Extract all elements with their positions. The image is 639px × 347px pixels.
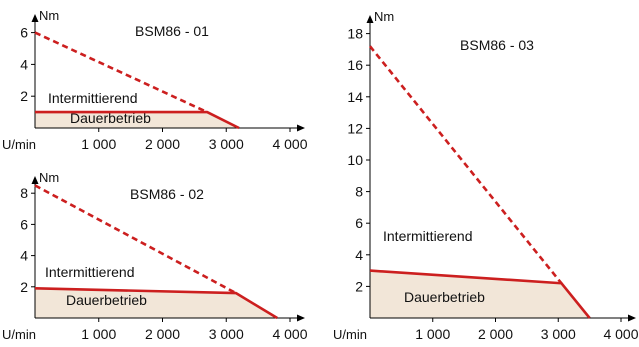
y-tick-label: 4: [20, 56, 28, 72]
y-tick-label: 4: [355, 247, 363, 263]
x-tick-label: 4 000: [272, 136, 307, 152]
intermittent-curve: [34, 31, 208, 114]
y-tick-label: 2: [355, 278, 363, 294]
x-tick-label: 3 000: [541, 326, 576, 342]
y-axis-arrow: [31, 14, 39, 22]
intermittent-curve: [368, 45, 563, 285]
y-axis-arrow: [366, 15, 374, 23]
y-tick-label: 4: [20, 248, 28, 264]
intermittent-label: Intermittierend: [48, 90, 137, 106]
x-axis-arrow: [297, 314, 305, 322]
x-axis-unit: U/min: [2, 137, 36, 152]
y-tick-label: 8: [355, 184, 363, 200]
continuous-label: Dauerbetrieb: [404, 289, 485, 305]
y-tick-label: 18: [347, 26, 363, 42]
intermittent-curve: [34, 184, 237, 295]
x-axis-arrow: [628, 314, 636, 322]
chart-title: BSM86 - 01: [135, 23, 209, 39]
y-tick-label: 8: [20, 185, 28, 201]
y-tick-label: 12: [347, 120, 363, 136]
x-tick-label: 1 000: [81, 136, 116, 152]
continuous-region-fill: [35, 112, 239, 128]
y-tick-label: 16: [347, 57, 363, 73]
x-axis-unit: U/min: [333, 327, 367, 342]
x-tick-label: 1 000: [81, 326, 116, 342]
x-tick-label: 4 000: [603, 326, 638, 342]
x-tick-label: 2 000: [145, 326, 180, 342]
y-tick-label: 14: [347, 89, 363, 105]
continuous-curve: [369, 269, 591, 319]
continuous-curve: [35, 110, 240, 130]
chart-title: BSM86 - 03: [460, 37, 534, 53]
chart-title: BSM86 - 02: [130, 186, 204, 202]
y-tick-label: 2: [20, 279, 28, 295]
continuous-label: Dauerbetrieb: [70, 110, 151, 126]
y-axis-unit: Nm: [39, 8, 59, 23]
y-axis-arrow: [31, 176, 39, 184]
x-axis-unit: U/min: [2, 327, 36, 342]
y-tick-label: 6: [20, 25, 28, 41]
intermittent-label: Intermittierend: [383, 228, 472, 244]
y-axis-unit: Nm: [374, 9, 394, 24]
y-tick-label: 6: [355, 215, 363, 231]
x-axis-arrow: [297, 124, 305, 132]
x-tick-label: 1 000: [415, 326, 450, 342]
continuous-region-fill: [35, 288, 278, 318]
x-tick-label: 4 000: [272, 326, 307, 342]
continuous-curve: [34, 287, 278, 320]
y-axis-unit: Nm: [39, 170, 59, 185]
x-tick-label: 2 000: [478, 326, 513, 342]
y-tick-label: 6: [20, 216, 28, 232]
y-tick-label: 10: [347, 152, 363, 168]
intermittent-label: Intermittierend: [45, 264, 134, 280]
x-tick-label: 2 000: [145, 136, 180, 152]
continuous-label: Dauerbetrieb: [66, 292, 147, 308]
x-tick-label: 3 000: [209, 136, 244, 152]
x-tick-label: 3 000: [209, 326, 244, 342]
y-tick-label: 2: [20, 88, 28, 104]
